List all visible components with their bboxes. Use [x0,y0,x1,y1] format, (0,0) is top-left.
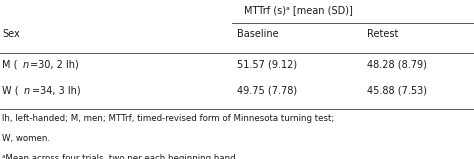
Text: Sex: Sex [2,29,20,39]
Text: 49.75 (7.78): 49.75 (7.78) [237,86,297,96]
Text: =34, 3 lh): =34, 3 lh) [32,86,81,96]
Text: M (: M ( [2,60,18,70]
Text: W (: W ( [2,86,19,96]
Text: n: n [22,60,28,70]
Text: 45.88 (7.53): 45.88 (7.53) [367,86,428,96]
Text: 51.57 (9.12): 51.57 (9.12) [237,60,297,70]
Text: Baseline: Baseline [237,29,279,39]
Text: MTTrf (s)ᵃ [mean (SD)]: MTTrf (s)ᵃ [mean (SD)] [244,5,353,15]
Text: ᵃMean across four trials, two per each beginning hand.: ᵃMean across four trials, two per each b… [2,154,238,159]
Text: W, women.: W, women. [2,134,50,143]
Text: n: n [24,86,30,96]
Text: Retest: Retest [367,29,399,39]
Text: lh, left-handed; M, men; MTTrf, timed-revised form of Minnesota turning test;: lh, left-handed; M, men; MTTrf, timed-re… [2,114,335,124]
Text: 48.28 (8.79): 48.28 (8.79) [367,60,427,70]
Text: =30, 2 lh): =30, 2 lh) [30,60,79,70]
